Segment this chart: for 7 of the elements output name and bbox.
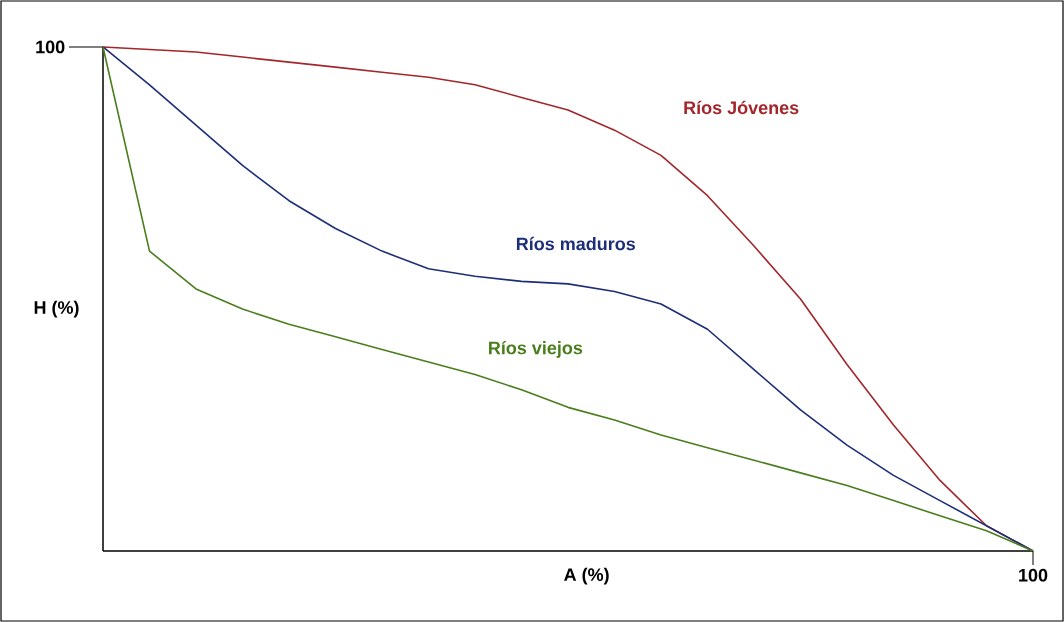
- text: 100: [36, 40, 65, 54]
- text: 100: [1019, 568, 1048, 582]
- x-axis-title: A (%): [564, 567, 609, 585]
- y-axis-title: H (%): [34, 300, 79, 318]
- series-label: Ríos maduros: [516, 236, 636, 251]
- text: Ríos Jóvenes: [684, 100, 799, 115]
- series-label: Ríos viejos: [489, 340, 583, 358]
